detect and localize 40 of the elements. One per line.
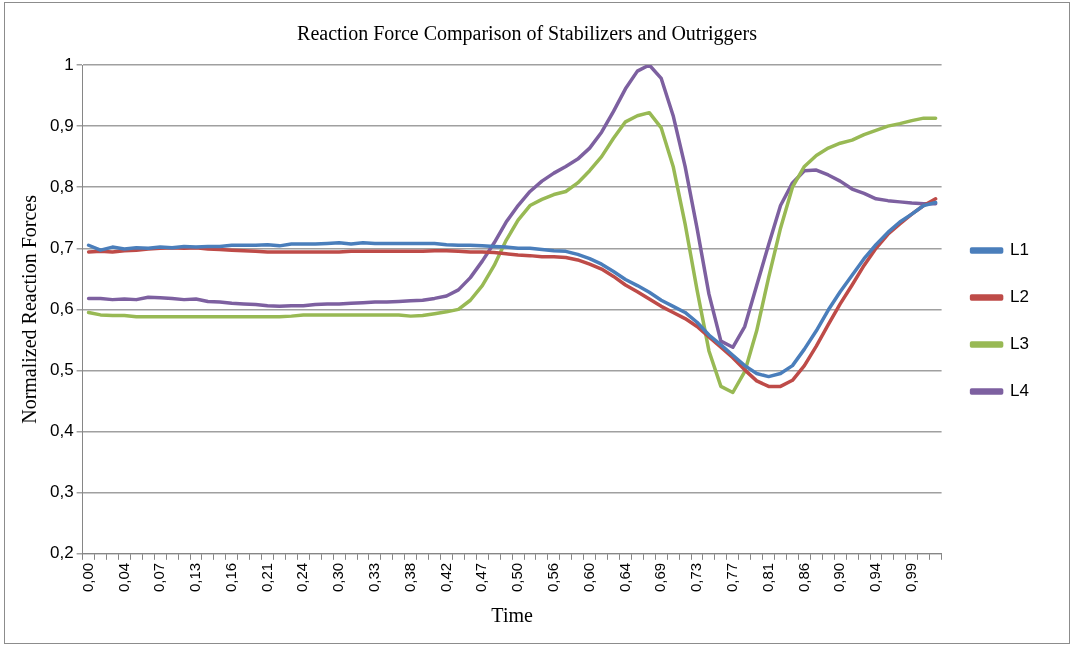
x-tick-label: 0,94 xyxy=(866,562,884,593)
y-tick-label: 1 xyxy=(64,54,74,74)
x-tick-label: 0,86 xyxy=(794,562,812,593)
x-tick-label: 0,69 xyxy=(651,562,669,593)
x-tick-label: 0,47 xyxy=(472,562,490,593)
x-tick-label: 0,60 xyxy=(579,562,597,593)
x-tick-label: 0,64 xyxy=(615,562,633,593)
x-axis-title: Time xyxy=(491,604,533,627)
x-tick-label: 0,13 xyxy=(186,562,204,593)
x-tick-label: 0,77 xyxy=(722,562,740,593)
x-tick-label: 0,90 xyxy=(830,562,848,593)
y-tick-label: 0,8 xyxy=(49,176,74,196)
legend-label: L3 xyxy=(1010,334,1030,354)
x-tick-label: 0,00 xyxy=(78,562,96,593)
y-tick-label: 0,5 xyxy=(49,360,74,380)
y-axis-title: Normalized Reaction Forces xyxy=(18,194,41,424)
x-tick-label: 0,16 xyxy=(221,562,239,593)
x-tick-label: 0,07 xyxy=(150,562,168,593)
y-tick-label: 0,3 xyxy=(49,482,74,502)
x-tick-label: 0,38 xyxy=(400,562,418,593)
legend-label: L4 xyxy=(1010,381,1030,401)
x-tick-label: 0,50 xyxy=(508,562,526,593)
x-tick-label: 0,81 xyxy=(758,562,776,593)
y-tick-label: 0,2 xyxy=(49,543,74,563)
y-tick-label: 0,6 xyxy=(49,299,74,319)
legend-label: L2 xyxy=(1010,287,1030,307)
legend-label: L1 xyxy=(1010,240,1030,260)
x-tick-label: 0,33 xyxy=(365,562,383,593)
x-tick-label: 0,99 xyxy=(901,562,919,593)
x-tick-label: 0,73 xyxy=(687,562,705,593)
y-tick-label: 0,9 xyxy=(49,115,74,135)
x-tick-label: 0,04 xyxy=(114,562,132,593)
x-tick-label: 0,30 xyxy=(329,562,347,593)
x-tick-label: 0,56 xyxy=(544,562,562,593)
chart-title: Reaction Force Comparison of Stabilizers and Outriggers xyxy=(297,22,758,46)
y-tick-label: 0,4 xyxy=(49,421,74,441)
y-tick-label: 0,7 xyxy=(49,237,74,257)
x-tick-label: 0,42 xyxy=(436,562,454,593)
x-tick-label: 0,21 xyxy=(257,562,275,593)
x-tick-label: 0,24 xyxy=(293,562,311,593)
